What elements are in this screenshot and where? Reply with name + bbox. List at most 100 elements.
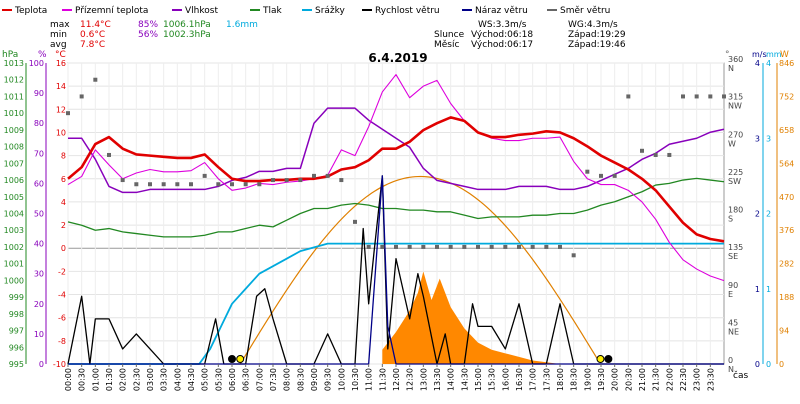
axis-title-dir: ° xyxy=(725,50,730,60)
rain-line xyxy=(68,242,724,365)
xtick-label-7: 03:30 xyxy=(160,368,169,391)
tick-ms-2: 2 xyxy=(755,210,760,219)
xtick-label-1: 00:30 xyxy=(78,368,87,391)
tick-dir-label-0: N xyxy=(728,365,734,374)
wind-dir-point xyxy=(353,219,357,224)
legend-label-2: Vlhkost xyxy=(185,6,218,16)
wind-dir-point xyxy=(380,244,385,249)
tick-w-470: 470 xyxy=(779,193,794,202)
tick-press-1013: 1013 xyxy=(4,59,24,68)
xtick-label-44: 22:00 xyxy=(665,368,674,391)
stats-max-temp: 11.4°C xyxy=(80,20,111,30)
tick-mm-3: 3 xyxy=(766,134,771,143)
moon-set: Západ:19:46 xyxy=(568,40,626,50)
xtick-label-34: 17:00 xyxy=(529,368,538,391)
tick-mm-2: 2 xyxy=(766,210,771,219)
sun-moon-info: WS:3.3m/s WG:4.3m/s Slunce Východ:06:18 … xyxy=(434,20,626,50)
tick-hum-60: 60 xyxy=(34,179,44,188)
stats-max-rain: 1.6mm xyxy=(226,20,258,30)
sun-label: Slunce xyxy=(434,30,465,40)
wind-dir-point xyxy=(722,94,726,99)
tick-w-94: 94 xyxy=(779,327,789,336)
tick-press-1011: 1011 xyxy=(4,92,24,101)
tick-press-1004: 1004 xyxy=(4,210,24,219)
tick-ms-0: 0 xyxy=(755,360,760,369)
wind-dir-point xyxy=(271,178,275,183)
tick-temp-16: 16 xyxy=(56,59,66,68)
ground-temperature-line xyxy=(67,74,725,282)
wind-dir-point xyxy=(107,152,111,157)
xtick-label-6: 03:00 xyxy=(146,368,155,391)
tick-dir-label-180: S xyxy=(728,215,733,224)
wind-dir-point xyxy=(79,94,84,99)
tick-dir-315: 315 xyxy=(728,93,743,102)
wind-dir-point xyxy=(558,244,562,249)
wind-dir-point xyxy=(257,182,262,187)
tick-dir-label-225: SW xyxy=(728,177,741,186)
tick-w-0: 0 xyxy=(779,360,784,369)
stats-max-label: max xyxy=(50,20,70,30)
tick-temp-12: 12 xyxy=(56,105,66,114)
tick-dir-270: 270 xyxy=(728,130,743,139)
wind-dir-point xyxy=(366,244,371,249)
tick-ms-4: 4 xyxy=(755,59,760,68)
wind-dir-point xyxy=(120,178,125,183)
tick-dir-label-45: NE xyxy=(728,327,739,336)
wind-dir-point xyxy=(243,182,248,187)
wind-dir-point xyxy=(407,244,412,249)
tick-temp--6: -6 xyxy=(58,314,66,323)
wind-dir-point xyxy=(544,244,549,249)
tick-temp--2: -2 xyxy=(58,267,66,276)
stats-avg-label: avg xyxy=(50,40,67,50)
wind-dir-point xyxy=(339,178,344,183)
stats-min-press: 1002.3hPa xyxy=(163,30,211,40)
xtick-label-2: 01:00 xyxy=(91,368,100,391)
tick-hum-70: 70 xyxy=(34,149,44,158)
wind-dir-point xyxy=(230,182,234,187)
xtick-label-40: 20:00 xyxy=(611,368,620,391)
tick-press-1002: 1002 xyxy=(4,243,24,252)
tick-dir-90: 90 xyxy=(728,281,738,290)
tick-w-658: 658 xyxy=(779,126,794,135)
tick-w-564: 564 xyxy=(779,159,794,168)
xtick-label-12: 06:00 xyxy=(228,368,237,391)
legend-label-5: Rychlost větru xyxy=(375,6,440,16)
tick-w-188: 188 xyxy=(779,293,794,302)
wind-dir-point xyxy=(189,182,193,187)
stats-max-press: 1006.1hPa xyxy=(163,20,211,30)
xtick-label-42: 21:00 xyxy=(638,368,647,391)
axis-title-w: W xyxy=(780,50,789,60)
stats-min-hum: 56% xyxy=(138,30,158,40)
wind-dir-point xyxy=(148,182,152,187)
tick-press-1003: 1003 xyxy=(4,226,24,235)
tick-dir-label-90: E xyxy=(728,290,733,299)
wind-dir-point xyxy=(599,173,603,178)
xtick-label-36: 18:00 xyxy=(556,368,565,391)
wind-dir-point xyxy=(503,244,508,249)
xtick-label-23: 11:30 xyxy=(378,368,387,391)
tick-w-282: 282 xyxy=(779,260,794,269)
wind-dir-point xyxy=(202,173,207,178)
stats-max-hum: 85% xyxy=(138,20,158,30)
xtick-label-43: 21:30 xyxy=(652,368,661,391)
xtick-label-28: 14:00 xyxy=(447,368,456,391)
wind-dir-point xyxy=(612,173,617,178)
tick-temp-0: 0 xyxy=(61,244,66,253)
xtick-label-0: 00:00 xyxy=(64,368,73,391)
xtick-label-26: 13:00 xyxy=(419,368,428,391)
tick-temp--4: -4 xyxy=(58,291,66,300)
tick-dir-label-315: NW xyxy=(728,102,742,111)
tick-mm-0: 0 xyxy=(766,360,771,369)
wind-dir-point xyxy=(681,94,685,99)
wind-dir-point xyxy=(653,152,658,157)
xtick-label-45: 22:30 xyxy=(679,368,688,391)
sun-rise: Východ:06:18 xyxy=(471,30,533,40)
tick-dir-180: 180 xyxy=(728,206,743,215)
stats-avg-temp: 7.8°C xyxy=(80,40,105,50)
xtick-label-14: 07:00 xyxy=(255,368,264,391)
moon-label: Měsíc xyxy=(434,40,459,50)
tick-temp--8: -8 xyxy=(58,337,66,346)
wind-dir-point xyxy=(284,178,289,183)
